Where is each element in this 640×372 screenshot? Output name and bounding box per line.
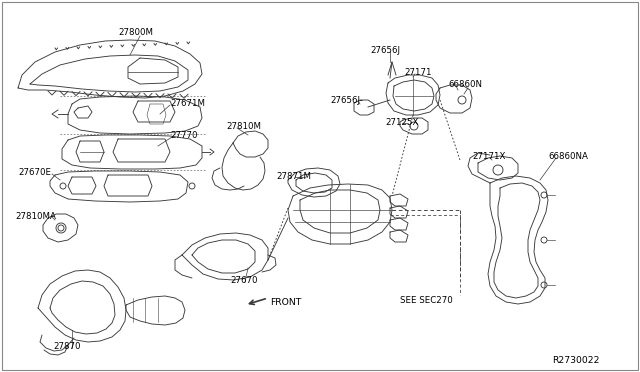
Text: 27656J-: 27656J- (330, 96, 363, 105)
Text: R2730022: R2730022 (552, 356, 600, 365)
Text: 27670: 27670 (230, 276, 257, 285)
Text: 27171: 27171 (404, 68, 431, 77)
Text: 27870: 27870 (53, 342, 81, 351)
Text: 27800M: 27800M (118, 28, 153, 37)
Text: 66860N: 66860N (448, 80, 482, 89)
Text: FRONT: FRONT (270, 298, 301, 307)
Text: 27670E: 27670E (18, 168, 51, 177)
Text: 27671M: 27671M (170, 99, 205, 108)
Text: 27810MA: 27810MA (15, 212, 56, 221)
Text: 27871M: 27871M (276, 172, 311, 181)
Text: 27810M: 27810M (226, 122, 261, 131)
Text: 27770: 27770 (170, 131, 198, 140)
Text: 66860NA: 66860NA (548, 152, 588, 161)
Text: 27656J: 27656J (370, 46, 400, 55)
Text: 27125X: 27125X (385, 118, 419, 127)
Text: SEE SEC270: SEE SEC270 (400, 296, 452, 305)
Text: 27171X: 27171X (472, 152, 506, 161)
